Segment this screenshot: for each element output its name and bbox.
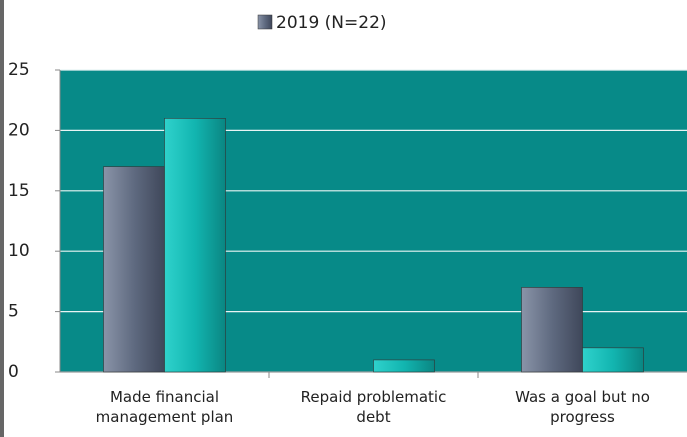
y-tick-label: 5	[8, 302, 19, 322]
bar	[521, 287, 583, 373]
bar	[164, 118, 226, 373]
legend-swatch	[257, 14, 273, 30]
legend-label: 2019 (N=22)	[276, 13, 387, 33]
bar	[373, 359, 435, 373]
y-tick-label: 25	[8, 60, 30, 80]
bar	[582, 347, 644, 373]
left-border	[0, 0, 4, 437]
x-tick-label: Made financial management plan	[95, 388, 234, 426]
y-tick-label: 10	[8, 241, 30, 261]
x-tick-label: Repaid problematic debt	[300, 388, 447, 426]
y-tick-label: 15	[8, 181, 30, 201]
bar	[103, 166, 165, 373]
y-tick-label: 0	[8, 362, 19, 382]
x-tick-label: Was a goal but no progress	[515, 388, 650, 426]
y-tick-label: 20	[8, 120, 30, 140]
